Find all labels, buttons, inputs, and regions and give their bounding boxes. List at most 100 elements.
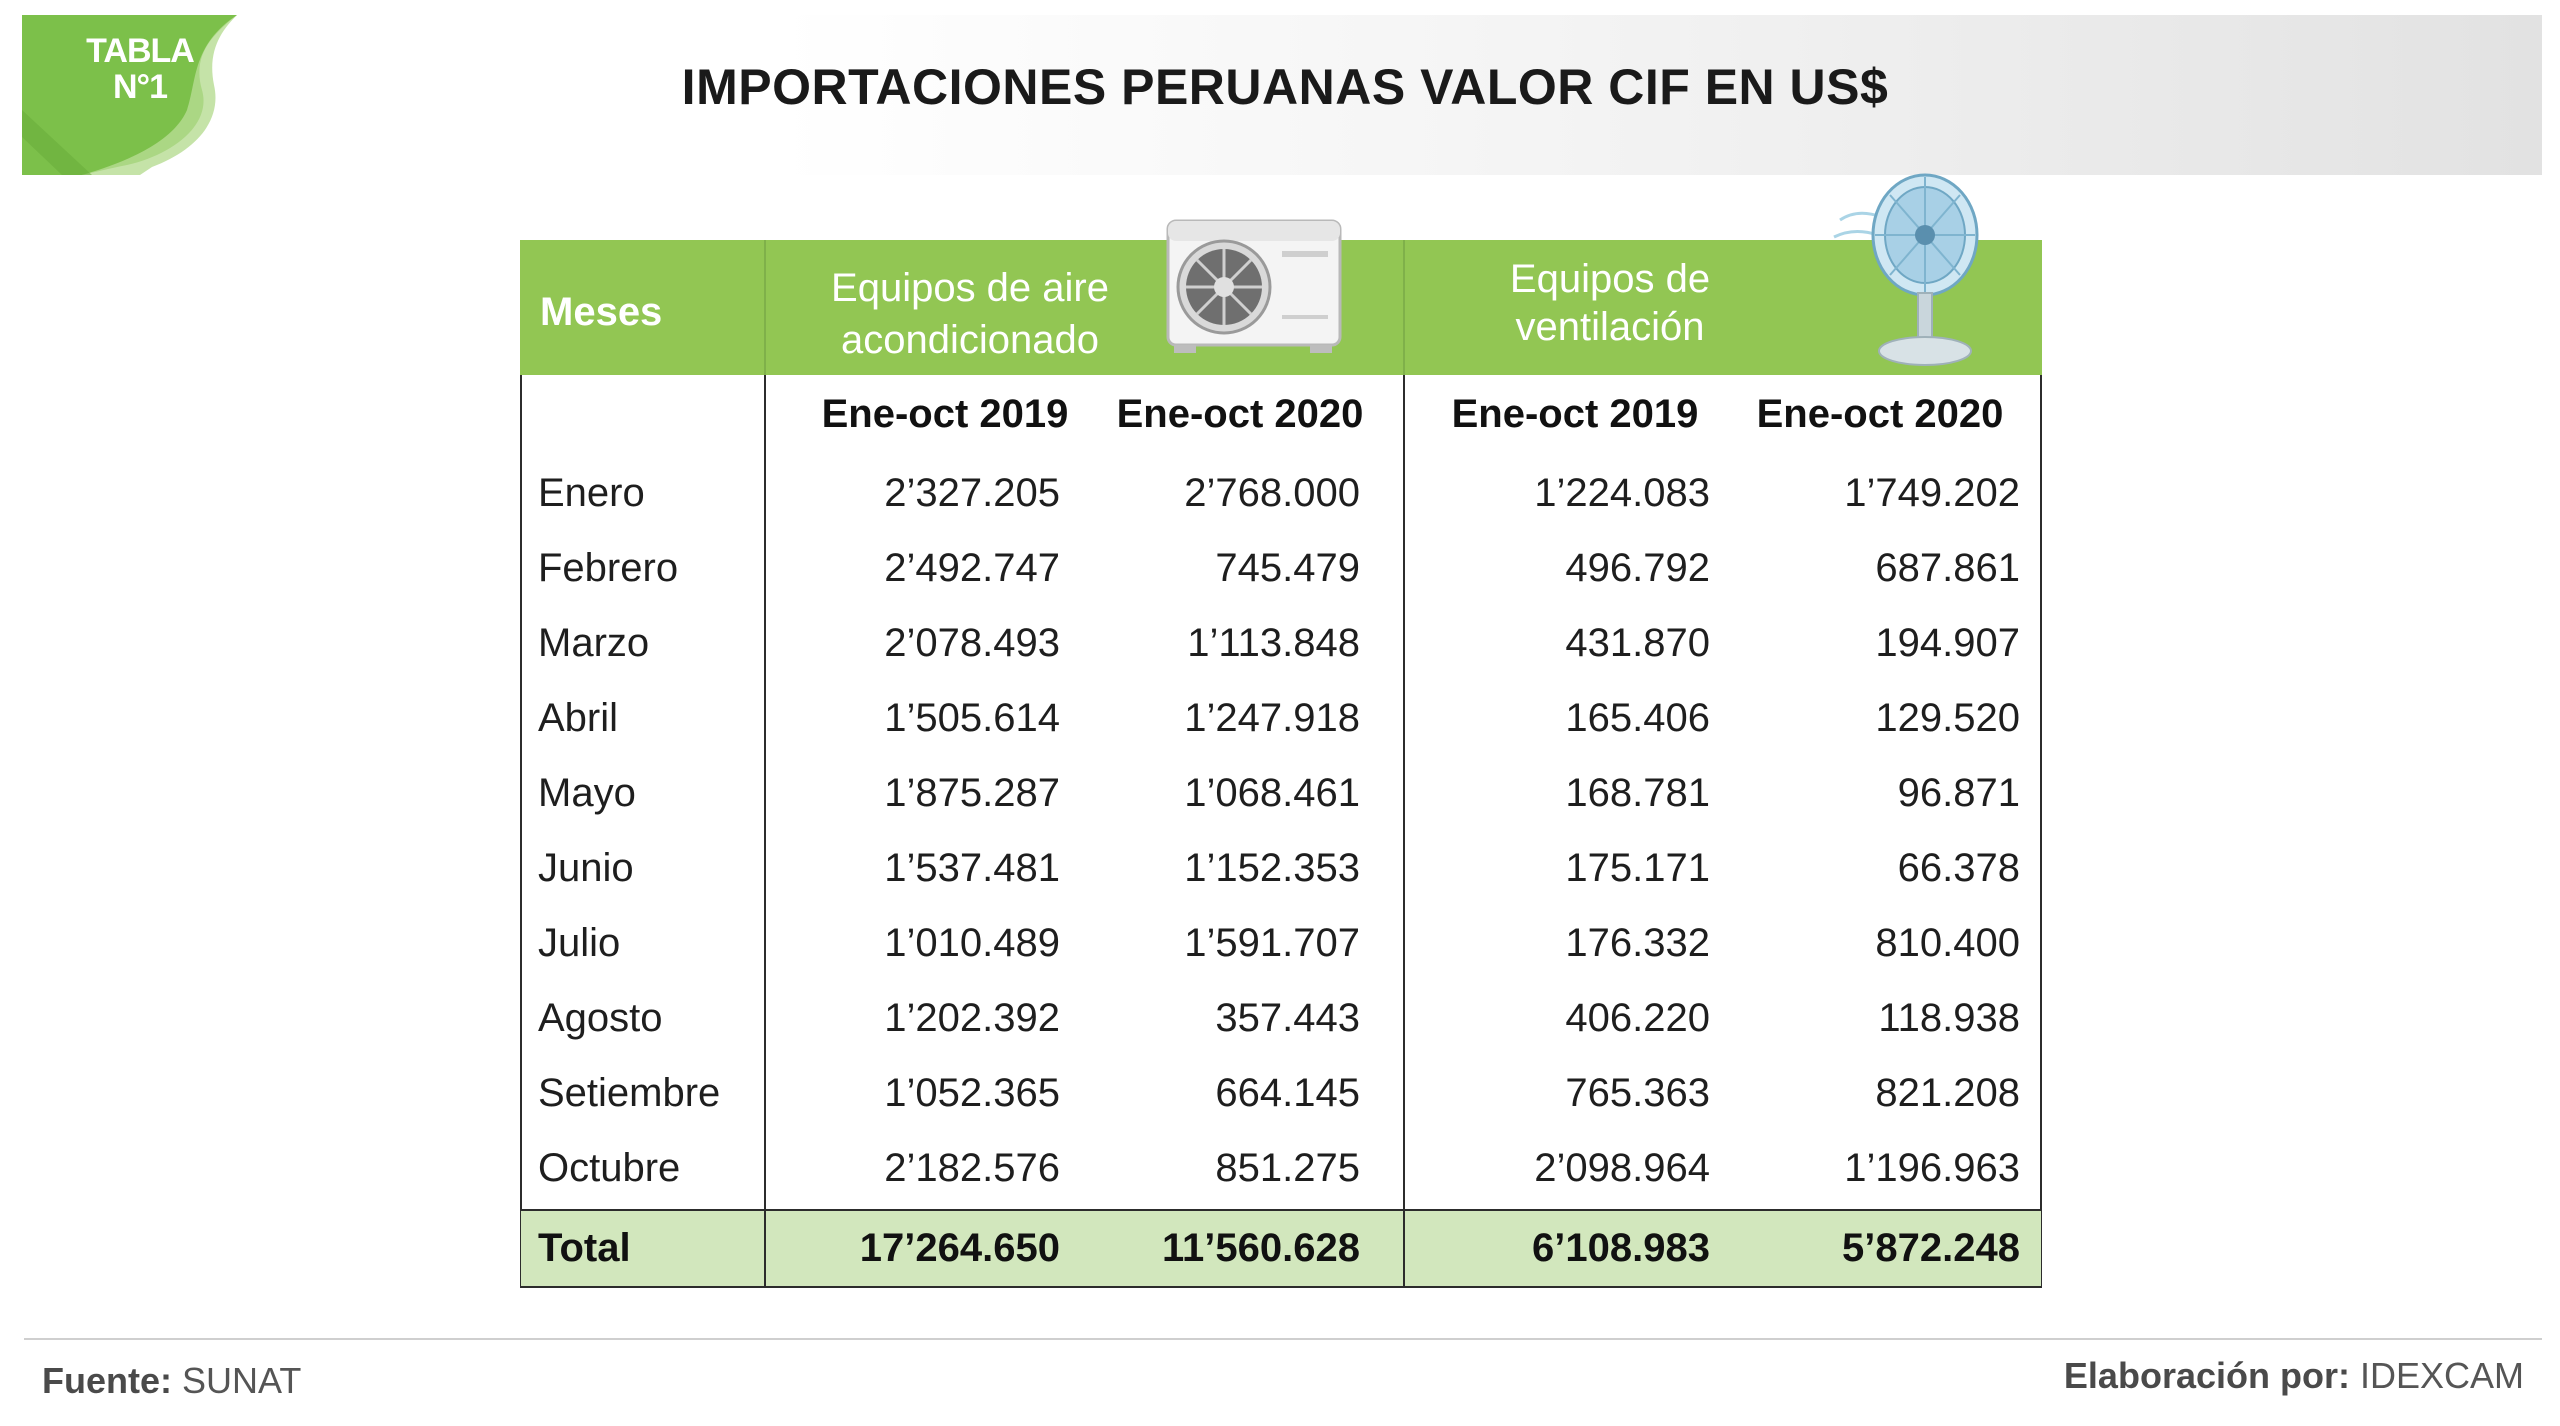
value-cell: 1’196.963 (1844, 1146, 2020, 1190)
made-by-label: Elaboración por: (2063, 1355, 2350, 1396)
value-cell: 1’052.365 (884, 1071, 1060, 1115)
value-cell: 2’078.493 (884, 621, 1060, 665)
total-value-cell: 5’872.248 (1842, 1226, 2020, 1270)
total-label: Total (538, 1226, 631, 1270)
value-cell: 1’224.083 (1534, 471, 1710, 515)
subheader-fan-2019: Ene-oct 2019 (1451, 392, 1699, 436)
value-cell: 194.907 (1875, 621, 2020, 665)
source-note: Fuente: SUNAT (42, 1360, 301, 1402)
table-row: Marzo 2’078.493 1’113.848 431.870 194.90… (520, 606, 2042, 681)
total-value-cell: 17’264.650 (859, 1226, 1060, 1270)
badge-line-1: TABLA (86, 32, 195, 70)
value-cell: 1’068.461 (1184, 771, 1360, 815)
value-cell: 2’492.747 (884, 546, 1060, 590)
total-row: Total 17’264.650 11’560.628 6’108.983 5’… (520, 1211, 2042, 1286)
ventilation-group-header: Equipos de ventilación (1460, 255, 1760, 351)
value-cell: 1’202.392 (884, 996, 1060, 1040)
column-divider (1403, 375, 1405, 1288)
desk-fan-icon (1833, 173, 1979, 366)
table-row: Mayo 1’875.287 1’068.461 168.781 96.871 (520, 756, 2042, 831)
air-conditioner-icon (1166, 219, 1342, 353)
month-cell: Agosto (538, 996, 663, 1040)
months-column-header: Meses (540, 290, 663, 334)
table-row: Abril 1’505.614 1’247.918 165.406 129.52… (520, 681, 2042, 756)
value-cell: 664.145 (1215, 1071, 1360, 1115)
table-row: Junio 1’537.481 1’152.353 175.171 66.378 (520, 831, 2042, 906)
table-number-badge: TABLA N°1 (22, 15, 237, 175)
value-cell: 1’875.287 (884, 771, 1060, 815)
header-divider (1403, 240, 1405, 375)
month-cell: Octubre (538, 1146, 681, 1190)
footer-divider (24, 1338, 2542, 1340)
value-cell: 1’113.848 (1187, 621, 1360, 665)
value-cell: 496.792 (1565, 546, 1710, 590)
value-cell: 1’537.481 (884, 846, 1060, 890)
value-cell: 96.871 (1897, 771, 2020, 815)
value-cell: 2’098.964 (1534, 1146, 1710, 1190)
month-cell: Enero (538, 471, 645, 515)
value-cell: 1’749.202 (1844, 471, 2020, 515)
subheader-ac-2019: Ene-oct 2019 (821, 392, 1069, 436)
value-cell: 118.938 (1878, 996, 2020, 1040)
group-label-line-1: Equipos de (1509, 257, 1711, 301)
page-title: IMPORTACIONES PERUANAS VALOR CIF EN US$ (681, 59, 1889, 115)
value-cell: 431.870 (1565, 621, 1710, 665)
table-row: Agosto 1’202.392 357.443 406.220 118.938 (520, 981, 2042, 1056)
value-cell: 851.275 (1215, 1146, 1360, 1190)
value-cell: 765.363 (1565, 1071, 1710, 1115)
month-cell: Febrero (538, 546, 679, 590)
value-cell: 810.400 (1875, 921, 2020, 965)
value-cell: 406.220 (1565, 996, 1710, 1040)
value-cell: 821.208 (1875, 1071, 2020, 1115)
value-cell: 687.861 (1875, 546, 2020, 590)
column-divider (1403, 1210, 1405, 1288)
value-cell: 1’591.707 (1184, 921, 1360, 965)
value-cell: 2’768.000 (1184, 471, 1360, 515)
subheader-ac-2020: Ene-oct 2020 (1116, 392, 1364, 436)
source-value: SUNAT (182, 1360, 302, 1401)
table-row: Setiembre 1’052.365 664.145 765.363 821.… (520, 1056, 2042, 1131)
value-cell: 357.443 (1215, 996, 1360, 1040)
table-row: Febrero 2’492.747 745.479 496.792 687.86… (520, 531, 2042, 606)
value-cell: 1’505.614 (884, 696, 1060, 740)
column-divider (764, 375, 766, 1288)
badge-shape (22, 15, 237, 175)
month-cell: Julio (538, 921, 621, 965)
value-cell: 176.332 (1565, 921, 1710, 965)
credits-note: Elaboración por: IDEXCAM (2064, 1355, 2524, 1397)
value-cell: 129.520 (1875, 696, 2020, 740)
group-label-line-2: acondicionado (841, 318, 1099, 362)
value-cell: 2’182.576 (884, 1146, 1060, 1190)
air-conditioning-group-header: Equipos de aire acondicionado (790, 262, 1150, 366)
value-cell: 1’247.918 (1184, 696, 1360, 740)
source-label: Fuente: (42, 1360, 172, 1401)
table-row: Octubre 2’182.576 851.275 2’098.964 1’19… (520, 1131, 2042, 1206)
data-table (520, 240, 2042, 1288)
group-label-line-2: ventilación (1515, 305, 1705, 349)
total-row-band (521, 1210, 2041, 1286)
column-divider (764, 1210, 766, 1288)
total-value-cell: 11’560.628 (1162, 1226, 1360, 1270)
table-row: Julio 1’010.489 1’591.707 176.332 810.40… (520, 906, 2042, 981)
month-cell: Marzo (538, 621, 650, 665)
value-cell: 745.479 (1215, 546, 1360, 590)
group-label-line-1: Equipos de aire (831, 266, 1109, 310)
table-row: Enero 2’327.205 2’768.000 1’224.083 1’74… (520, 456, 2042, 531)
header-divider (764, 240, 766, 375)
total-value-cell: 6’108.983 (1532, 1226, 1710, 1270)
value-cell: 1’152.353 (1184, 846, 1360, 890)
month-cell: Junio (538, 846, 634, 890)
header-band (22, 15, 2542, 175)
value-cell: 175.171 (1565, 846, 1710, 890)
total-row-divider (520, 1209, 2042, 1211)
month-cell: Abril (538, 696, 619, 740)
value-cell: 1’010.489 (884, 921, 1060, 965)
month-cell: Mayo (538, 771, 636, 815)
badge-line-2: N°1 (112, 68, 168, 106)
value-cell: 2’327.205 (884, 471, 1060, 515)
subheader-fan-2020: Ene-oct 2020 (1756, 392, 2004, 436)
made-by-value: IDEXCAM (2359, 1355, 2524, 1396)
value-cell: 168.781 (1565, 771, 1710, 815)
value-cell: 66.378 (1897, 846, 2020, 890)
value-cell: 165.406 (1565, 696, 1710, 740)
